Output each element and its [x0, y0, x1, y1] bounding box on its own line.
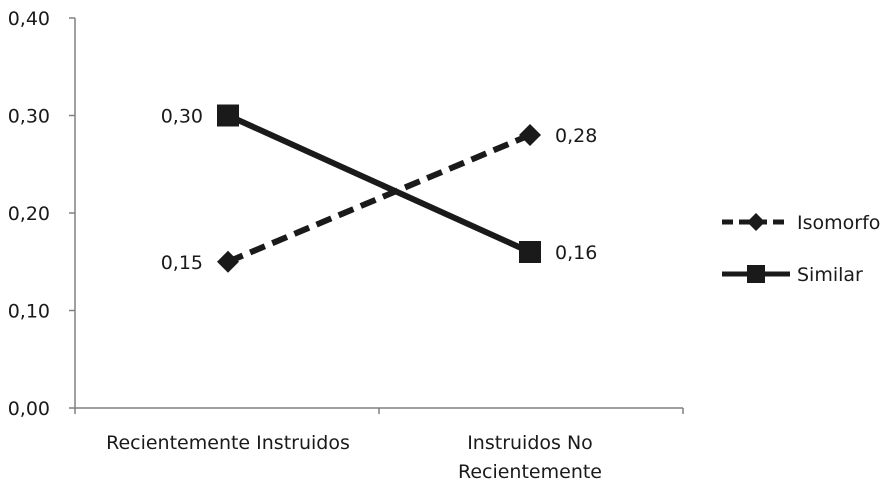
data-label-isomorfo: 0,15: [161, 252, 203, 274]
data-point-isomorfo: [217, 250, 239, 273]
chart-legend: Isomorfo Similar: [722, 212, 880, 286]
data-label-isomorfo: 0,28: [555, 125, 597, 147]
data-point-similar: [519, 241, 541, 263]
x-category-label: Recientemente Instruidos: [106, 432, 350, 454]
data-label-similar: 0,16: [555, 242, 597, 264]
x-category-label: Instruidos No: [467, 432, 593, 454]
chart-axes: 0,00 0,10 0,20 0,30 0,40 Recientemente Instru…: [8, 8, 684, 483]
y-tick-label: 0,30: [8, 106, 50, 128]
x-category-label: Recientemente: [458, 461, 602, 483]
y-tick-label: 0,20: [8, 203, 50, 225]
legend-marker-similar: [747, 265, 765, 283]
data-point-isomorfo: [519, 124, 541, 146]
series-line-isomorfo: [226, 132, 532, 265]
legend-label-similar: Similar: [797, 264, 863, 286]
legend-marker-isomorfo: [747, 213, 765, 231]
y-tick-label: 0,10: [8, 301, 50, 323]
data-point-similar: [217, 104, 239, 127]
chart-series: [217, 104, 541, 273]
data-label-similar: 0,30: [161, 106, 203, 128]
legend-label-isomorfo: Isomorfo: [797, 212, 880, 234]
chart-data-labels: 0,15 0,28 0,30 0,16: [161, 106, 598, 274]
y-tick-label: 0,00: [8, 398, 50, 420]
y-tick-label: 0,40: [8, 8, 50, 30]
series-line-similar: [226, 112, 532, 255]
